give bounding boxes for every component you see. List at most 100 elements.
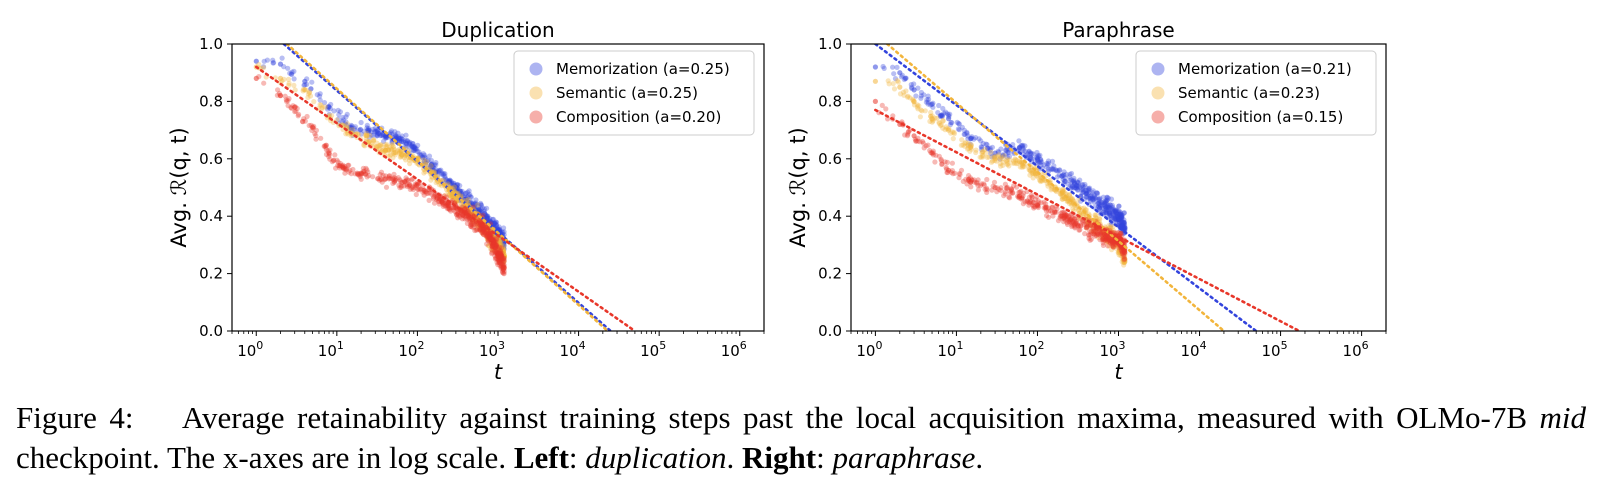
- data-point: [423, 188, 429, 195]
- data-point: [1077, 227, 1083, 233]
- data-point: [940, 118, 946, 124]
- data-point: [1073, 185, 1079, 191]
- data-point: [1096, 205, 1103, 211]
- data-point: [984, 189, 990, 195]
- data-point: [1052, 209, 1058, 215]
- data-point: [1069, 178, 1075, 184]
- data-point: [466, 199, 472, 205]
- data-point: [1064, 217, 1070, 223]
- data-point: [1119, 251, 1125, 257]
- data-point: [281, 64, 287, 70]
- data-point: [352, 127, 358, 133]
- data-point: [1061, 215, 1067, 221]
- data-point: [1096, 215, 1102, 221]
- data-point: [498, 256, 504, 262]
- data-point: [1062, 210, 1068, 216]
- data-point: [447, 207, 453, 213]
- data-point: [1117, 211, 1123, 217]
- data-point: [1066, 200, 1072, 206]
- data-point: [494, 242, 500, 248]
- data-point: [1107, 224, 1114, 230]
- data-point: [1066, 219, 1073, 225]
- data-point: [421, 158, 427, 165]
- data-point: [890, 64, 896, 70]
- data-point: [442, 173, 448, 179]
- data-point: [1072, 218, 1078, 224]
- data-point: [481, 232, 487, 238]
- data-point: [934, 115, 940, 121]
- data-point: [481, 227, 487, 233]
- data-point: [1038, 200, 1044, 206]
- data-point: [483, 233, 489, 239]
- data-point: [930, 100, 936, 106]
- data-point: [1116, 249, 1122, 255]
- data-point: [388, 146, 394, 152]
- data-point: [1080, 186, 1086, 192]
- data-point: [390, 144, 396, 150]
- data-point: [1105, 238, 1111, 244]
- data-point: [370, 174, 376, 180]
- data-point: [1036, 160, 1042, 166]
- data-point: [287, 70, 293, 76]
- data-point: [421, 170, 427, 176]
- data-point: [968, 135, 974, 141]
- data-point: [1116, 243, 1122, 249]
- data-point: [309, 79, 315, 85]
- data-point: [438, 167, 444, 173]
- data-point: [493, 219, 500, 225]
- data-point: [1068, 183, 1074, 189]
- data-point: [301, 82, 307, 88]
- data-point: [1088, 222, 1094, 228]
- data-point: [478, 202, 485, 208]
- data-point: [493, 222, 500, 228]
- data-point: [475, 202, 481, 208]
- data-point: [455, 211, 461, 217]
- data-point: [428, 157, 434, 164]
- data-point: [1026, 199, 1032, 205]
- data-point: [397, 138, 403, 144]
- data-point: [907, 95, 913, 101]
- data-point: [1000, 162, 1006, 168]
- data-point: [377, 131, 383, 137]
- data-point: [1029, 169, 1035, 175]
- data-point: [477, 226, 483, 232]
- data-point: [948, 169, 954, 175]
- data-point: [498, 254, 504, 260]
- x-tick-base: 10: [318, 342, 337, 360]
- data-point: [382, 148, 389, 154]
- data-point: [454, 212, 460, 218]
- data-point: [1017, 189, 1023, 195]
- data-point: [440, 198, 446, 204]
- data-point: [451, 184, 457, 190]
- data-point: [1020, 193, 1026, 199]
- data-point: [484, 216, 490, 222]
- data-point: [1110, 243, 1116, 249]
- data-point: [1103, 239, 1110, 245]
- data-point: [368, 132, 375, 138]
- data-point: [447, 179, 453, 185]
- data-point: [894, 64, 900, 70]
- data-point: [1037, 177, 1043, 183]
- data-point: [413, 182, 419, 189]
- data-point: [1096, 196, 1103, 202]
- data-point: [492, 236, 498, 243]
- data-point: [467, 191, 473, 198]
- data-point: [327, 156, 333, 162]
- data-point: [427, 190, 433, 196]
- data-point: [1030, 199, 1036, 205]
- data-point: [1098, 199, 1104, 205]
- data-point: [872, 78, 879, 84]
- data-point: [1062, 178, 1068, 184]
- data-point: [498, 252, 504, 258]
- data-point: [376, 177, 383, 183]
- data-point: [403, 141, 409, 147]
- data-point: [961, 131, 967, 137]
- data-point: [1005, 149, 1011, 155]
- data-point: [500, 243, 506, 249]
- data-point: [396, 150, 403, 156]
- data-point: [1053, 168, 1059, 174]
- data-point: [348, 125, 354, 131]
- data-point: [347, 167, 353, 173]
- data-point: [1112, 208, 1118, 214]
- data-point: [1059, 196, 1065, 202]
